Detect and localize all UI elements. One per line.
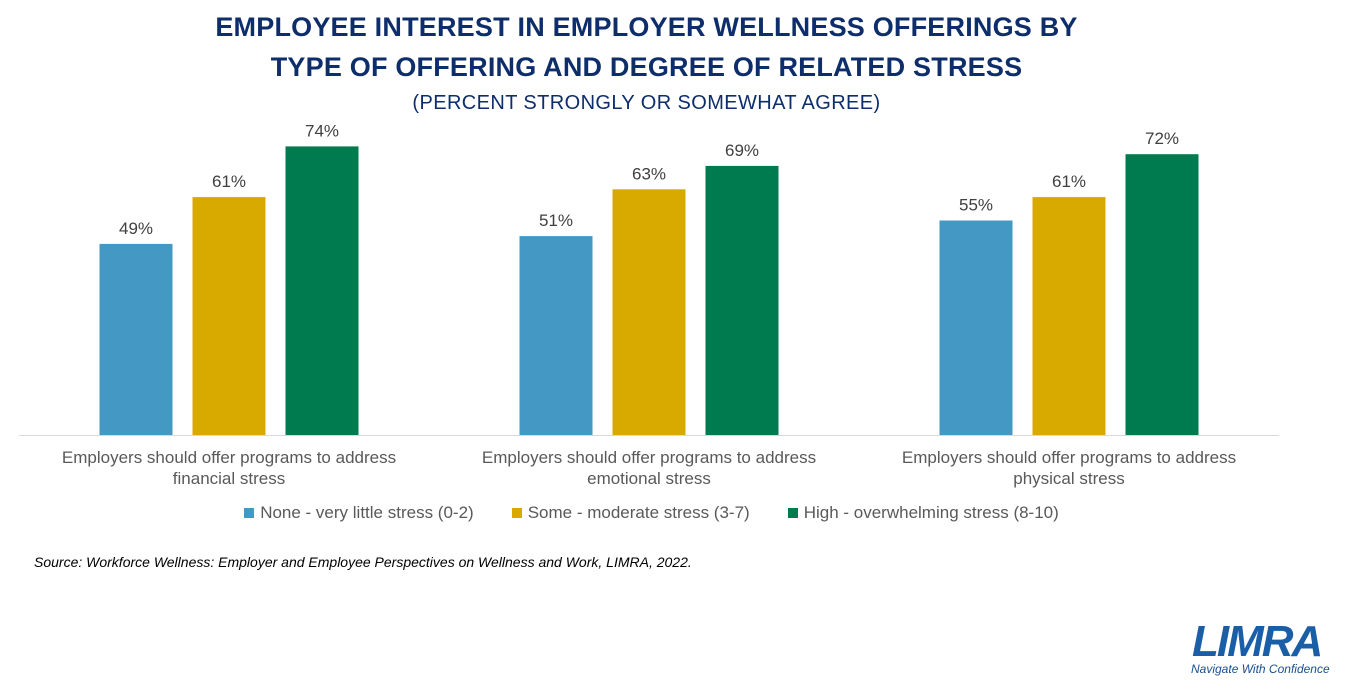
data-label-financial-high: 74% <box>305 121 339 140</box>
legend-item-high: High - overwhelming stress (8-10) <box>787 503 1059 523</box>
legend-swatch-none <box>244 508 255 518</box>
data-label-emotional-none: 51% <box>539 211 573 230</box>
bar-emotional-none <box>519 236 593 435</box>
category-label-emotional-line-1: Employers should offer programs to addre… <box>481 448 817 467</box>
bar-physical-none <box>939 220 1013 435</box>
logo-wordmark: LIMRA <box>1192 617 1323 666</box>
chart-subtitle: (PERCENT STRONGLY OR SOMEWHAT AGREE) <box>412 92 881 114</box>
legend-label-high: High - overwhelming stress (8-10) <box>803 503 1059 522</box>
legend-label-none: None - very little stress (0-2) <box>260 503 474 522</box>
legend-swatch-some <box>511 508 522 518</box>
logo-tagline: Navigate With Confidence <box>1191 662 1330 676</box>
source-note: Source: Workforce Wellness: Employer and… <box>34 554 692 570</box>
category-label-emotional: Employers should offer programs to addre… <box>454 447 844 489</box>
bar-emotional-high <box>705 165 779 435</box>
category-label-financial: Employers should offer programs to addre… <box>34 447 424 489</box>
category-label-physical-line-1: Employers should offer programs to addre… <box>901 448 1237 467</box>
limra-logo: LIMRA Navigate With Confidence <box>1188 620 1338 680</box>
category-label-emotional-line-2: emotional stress <box>587 469 711 488</box>
bar-physical-some <box>1032 197 1106 435</box>
chart-title-line-1: EMPLOYEE INTEREST IN EMPLOYER WELLNESS O… <box>215 12 1078 42</box>
bar-emotional-some <box>612 189 686 435</box>
category-label-physical: Employers should offer programs to addre… <box>874 447 1264 489</box>
data-label-physical-some: 61% <box>1052 172 1086 191</box>
data-label-physical-none: 55% <box>959 196 993 215</box>
legend-item-none: None - very little stress (0-2) <box>244 503 474 523</box>
data-label-emotional-high: 69% <box>725 141 759 160</box>
bar-physical-high <box>1125 154 1199 435</box>
legend-swatch-high <box>787 508 798 518</box>
category-label-financial-line-2: financial stress <box>172 469 286 488</box>
category-label-physical-line-2: physical stress <box>1013 469 1125 488</box>
bar-financial-high <box>285 146 359 435</box>
bar-chart: 49% 61% 74% 51% 63% 69% 55% 61% 72% <box>19 121 1279 436</box>
category-label-financial-line-1: Employers should offer programs to addre… <box>61 448 397 467</box>
data-label-financial-none: 49% <box>119 219 153 238</box>
bar-financial-none <box>99 243 173 435</box>
data-label-financial-some: 61% <box>212 172 246 191</box>
data-label-physical-high: 72% <box>1145 129 1179 148</box>
legend-label-some: Some - moderate stress (3-7) <box>527 503 750 522</box>
bar-financial-some <box>192 197 266 435</box>
data-label-emotional-some: 63% <box>632 164 666 183</box>
legend-item-some: Some - moderate stress (3-7) <box>511 503 750 523</box>
chart-title-line-2: TYPE OF OFFERING AND DEGREE OF RELATED S… <box>270 52 1023 82</box>
chart-legend: None - very little stress (0-2) Some - m… <box>0 503 1303 523</box>
